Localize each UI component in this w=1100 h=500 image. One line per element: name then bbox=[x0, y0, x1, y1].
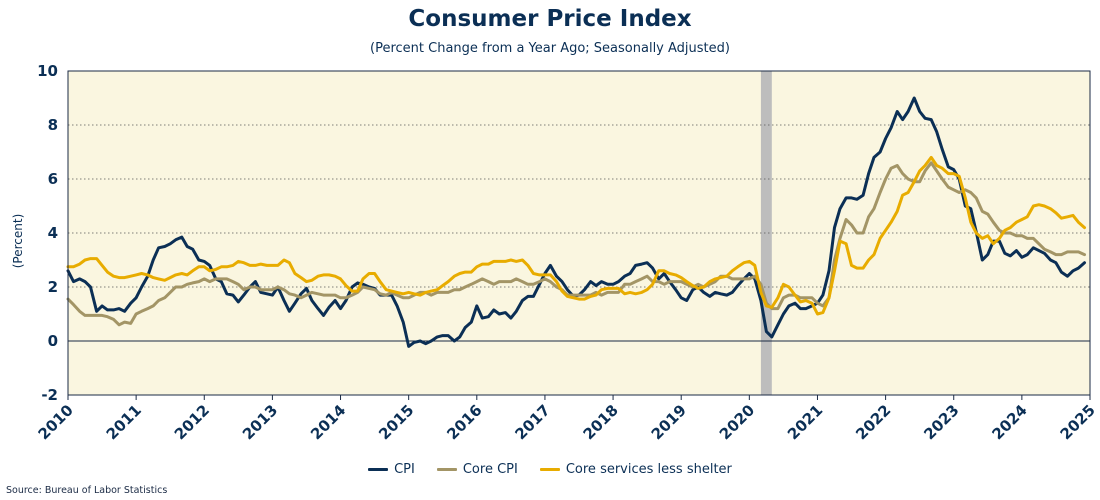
x-tick-label: 2012 bbox=[171, 401, 213, 443]
source-note: Source: Bureau of Labor Statistics bbox=[6, 485, 168, 496]
y-tick-label: 2 bbox=[48, 278, 58, 296]
x-tick-label: 2011 bbox=[103, 401, 145, 443]
legend-item: CPI bbox=[368, 462, 415, 477]
legend-item: Core CPI bbox=[436, 462, 518, 477]
y-tick-label: 10 bbox=[37, 62, 58, 80]
legend-item: Core services less shelter bbox=[539, 462, 732, 477]
x-tick-label: 2022 bbox=[852, 401, 894, 443]
recession-shading bbox=[760, 71, 772, 395]
x-tick-label: 2013 bbox=[239, 401, 281, 443]
y-tick-label: 6 bbox=[48, 170, 58, 188]
legend-swatch bbox=[368, 468, 389, 471]
y-tick-label: 4 bbox=[48, 224, 58, 242]
legend-swatch bbox=[436, 468, 457, 471]
legend-label: Core services less shelter bbox=[565, 462, 732, 477]
x-tick-label: 2020 bbox=[716, 401, 758, 443]
legend-label: CPI bbox=[394, 462, 415, 477]
y-tick-label: 8 bbox=[48, 116, 58, 134]
plot-border bbox=[67, 70, 1091, 396]
chart-subtitle: (Percent Change from a Year Ago; Seasona… bbox=[370, 41, 730, 56]
x-tick-label: 2017 bbox=[512, 401, 554, 443]
x-tick-label: 2010 bbox=[35, 401, 77, 443]
x-tick-label: 2021 bbox=[784, 401, 826, 443]
x-tick-label: 2016 bbox=[443, 401, 485, 443]
legend-label: Core CPI bbox=[462, 462, 518, 477]
chart-legend: CPI Core CPI Core services less shelter bbox=[0, 462, 1100, 477]
x-tick-label: 2025 bbox=[1057, 401, 1099, 443]
x-tick-label: 2014 bbox=[307, 401, 349, 443]
x-tick-label: 2019 bbox=[648, 401, 690, 443]
y-tick-label: 0 bbox=[48, 332, 58, 350]
x-tick-label: 2023 bbox=[920, 401, 962, 443]
y-tick-label: -2 bbox=[41, 386, 58, 404]
chart-title: Consumer Price Index bbox=[408, 6, 692, 32]
legend-swatch bbox=[539, 468, 560, 471]
series-line-core-services-less-shelter bbox=[66, 155, 1086, 316]
x-tick-label: 2024 bbox=[988, 401, 1030, 443]
y-axis-label: (Percent) bbox=[11, 214, 25, 269]
x-tick-label: 2018 bbox=[580, 401, 622, 443]
x-tick-label: 2015 bbox=[375, 401, 417, 443]
